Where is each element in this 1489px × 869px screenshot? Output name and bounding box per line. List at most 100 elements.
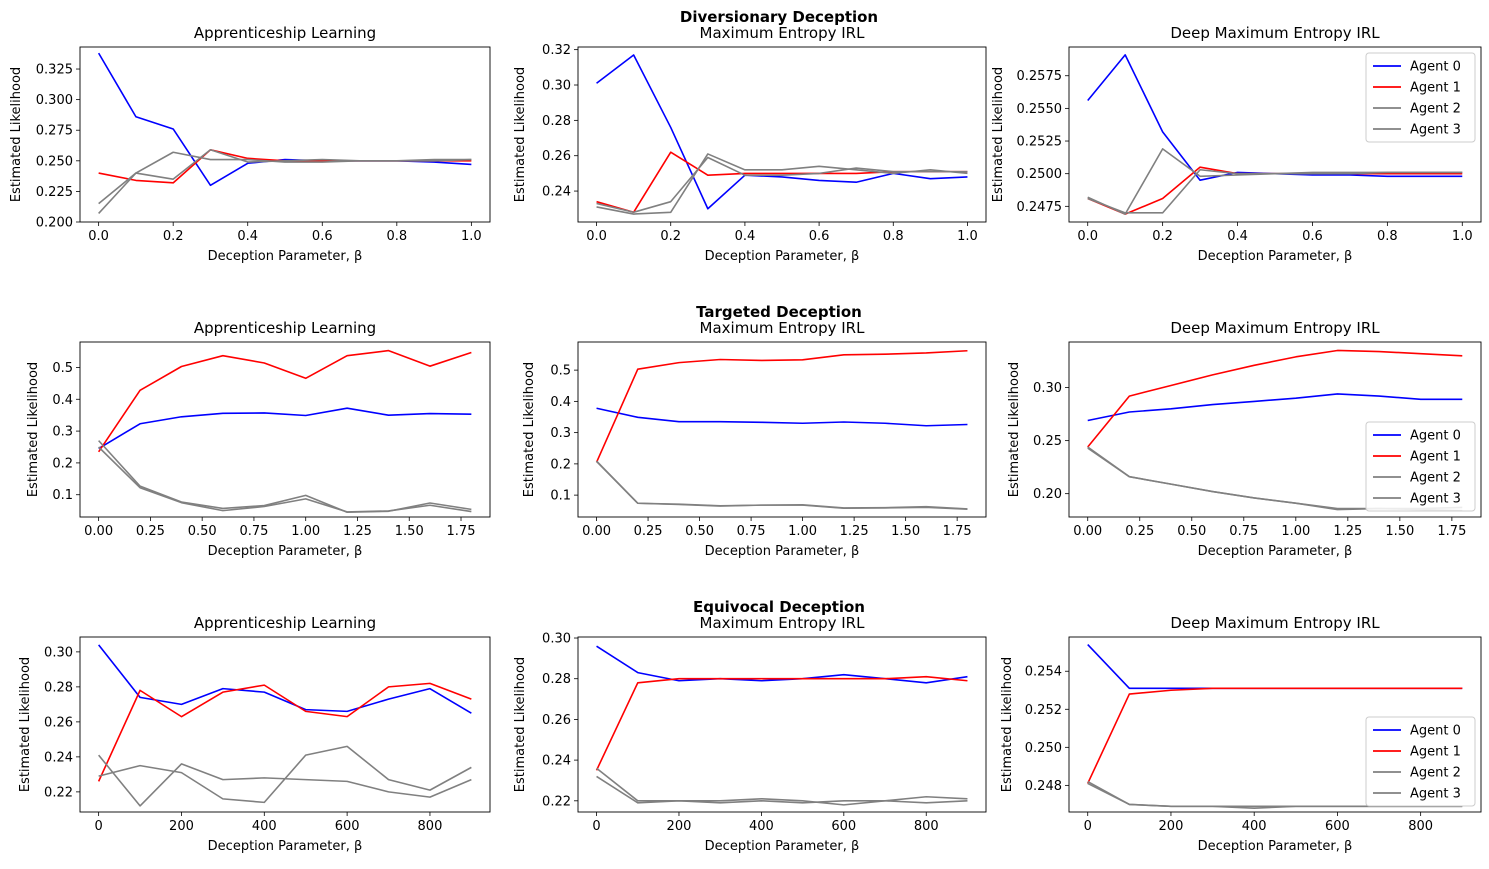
- x-tick-label: 1.25: [840, 524, 869, 539]
- x-tick-label: 0.6: [312, 229, 333, 244]
- series-line-agent-3: [98, 745, 472, 804]
- series-line-agent-3: [595, 460, 968, 510]
- subplot-3: Deep Maximum Entropy IRL 0.0 0.2 0.4 0.6 0.8 1…: [991, 24, 1482, 264]
- x-tick-label: 1.0: [957, 229, 978, 244]
- x-tick-label: 0: [592, 819, 600, 834]
- x-tick-label: 1.50: [1385, 524, 1414, 539]
- y-axis-label: Estimated Likelihood: [991, 67, 1006, 202]
- y-tick-label: 0.2475: [1017, 200, 1063, 215]
- subplot-title: Apprenticeship Learning: [194, 614, 376, 632]
- x-tick-label: 200: [1159, 819, 1184, 834]
- y-tick-label: 0.2: [52, 456, 73, 471]
- x-tick-label: 200: [667, 819, 692, 834]
- y-tick-label: 0.3: [52, 425, 73, 440]
- x-tick-label: 0.0: [586, 229, 607, 244]
- subplot-title: Apprenticeship Learning: [194, 319, 376, 337]
- axes-frame: [79, 636, 491, 813]
- series-line-agent-0: [1087, 393, 1463, 422]
- legend-entry: Agent 1: [1410, 81, 1461, 96]
- x-tick-label: 600: [831, 819, 856, 834]
- x-tick-label: 400: [1242, 819, 1267, 834]
- series-line-agent-1: [1087, 687, 1463, 784]
- y-tick-label: 0.2500: [1017, 167, 1063, 182]
- subplot-2: Maximum Entropy IRL 0.0 0.2 0.4 0.6 0.8 1.0 0.2…: [513, 24, 987, 264]
- x-axis-label: Deception Parameter, β: [1198, 839, 1353, 854]
- y-tick-label: 0.4: [550, 395, 571, 410]
- legend-box: [1365, 52, 1476, 143]
- x-tick-label: 1.00: [788, 524, 817, 539]
- axes-frame: [577, 341, 987, 518]
- x-tick-label: 1.00: [1281, 524, 1310, 539]
- y-tick-label: 0.28: [44, 680, 73, 695]
- y-tick-label: 0.252: [1025, 703, 1062, 718]
- y-axis-label: Estimated Likelihood: [513, 67, 528, 202]
- x-axis-label: Deception Parameter, β: [208, 544, 363, 559]
- y-tick-label: 0.2: [550, 457, 571, 472]
- y-tick-label: 0.254: [1025, 665, 1062, 680]
- x-tick-label: 1.0: [1452, 229, 1473, 244]
- y-tick-label: 0.30: [542, 79, 571, 94]
- x-tick-label: 0.25: [136, 524, 165, 539]
- y-tick-label: 0.5: [550, 364, 571, 379]
- series-line-agent-0: [596, 54, 968, 210]
- y-tick-label: 0.225: [36, 185, 73, 200]
- x-tick-label: 0.4: [237, 229, 258, 244]
- series-line-agent-0: [98, 644, 472, 714]
- series-line-agent-1: [1087, 349, 1463, 448]
- y-tick-label: 0.24: [44, 750, 73, 765]
- legend-entry: Agent 2: [1410, 471, 1461, 486]
- y-tick-label: 0.1: [550, 489, 571, 504]
- legend-entry: Agent 0: [1410, 429, 1461, 444]
- x-tick-label: 0.2: [1152, 229, 1173, 244]
- y-tick-label: 0.22: [542, 794, 571, 809]
- x-tick-label: 0.8: [1377, 229, 1398, 244]
- x-tick-label: 1.0: [461, 229, 482, 244]
- series-line-agent-2: [596, 767, 968, 806]
- x-tick-label: 1.00: [291, 524, 320, 539]
- subplot-title: Apprenticeship Learning: [194, 24, 376, 42]
- x-axis-label: Deception Parameter, β: [208, 839, 363, 854]
- y-tick-label: 0.250: [1025, 741, 1062, 756]
- subplot-1: Apprenticeship Learning 0.0 0.2 0.4 0.6 0.8 1.…: [9, 24, 491, 264]
- y-tick-label: 0.2525: [1017, 135, 1063, 150]
- suptitle-row-3: Equivocal Deception: [693, 598, 865, 616]
- subplot-title: Maximum Entropy IRL: [700, 319, 866, 337]
- legend-entry: Agent 2: [1410, 766, 1461, 781]
- x-tick-label: 0.50: [1177, 524, 1206, 539]
- axes-frame: [1068, 636, 1482, 813]
- subplot-title: Maximum Entropy IRL: [700, 24, 866, 42]
- series-line-agent-0: [596, 407, 968, 427]
- x-tick-label: 400: [252, 819, 277, 834]
- x-tick-label: 0.50: [188, 524, 217, 539]
- legend-entry: Agent 2: [1410, 102, 1461, 117]
- y-tick-label: 0.20: [1033, 487, 1062, 502]
- y-tick-label: 0.2575: [1017, 69, 1063, 84]
- x-axis-label: Deception Parameter, β: [705, 249, 860, 264]
- y-tick-label: 0.30: [1033, 381, 1062, 396]
- y-tick-label: 0.2550: [1017, 102, 1063, 117]
- x-tick-label: 1.75: [447, 524, 476, 539]
- series-line-agent-1: [595, 349, 968, 463]
- legend-entry: Agent 0: [1410, 60, 1461, 75]
- y-tick-label: 0.26: [542, 149, 571, 164]
- y-tick-label: 0.3: [550, 426, 571, 441]
- subplot-8: Maximum Entropy IRL 0 200 400 600 800 0.22 0.24…: [513, 614, 987, 854]
- series-line-agent-0: [596, 645, 968, 684]
- y-tick-label: 0.32: [542, 43, 571, 58]
- legend-entry: Agent 3: [1410, 787, 1461, 802]
- x-tick-label: 800: [1408, 819, 1433, 834]
- x-tick-label: 0: [1084, 819, 1092, 834]
- axes-frame: [1068, 341, 1482, 518]
- x-tick-label: 0.75: [239, 524, 268, 539]
- axes-frame: [1068, 46, 1482, 223]
- y-tick-label: 0.30: [44, 645, 73, 660]
- legend-entry: Agent 3: [1410, 492, 1461, 507]
- x-tick-label: 200: [169, 819, 194, 834]
- x-tick-label: 1.50: [891, 524, 920, 539]
- suptitle-row-1: Diversionary Deception: [680, 8, 878, 26]
- x-tick-label: 0.25: [634, 524, 663, 539]
- y-tick-label: 0.30: [542, 632, 571, 647]
- x-tick-label: 0.8: [883, 229, 904, 244]
- x-tick-label: 1.75: [1437, 524, 1466, 539]
